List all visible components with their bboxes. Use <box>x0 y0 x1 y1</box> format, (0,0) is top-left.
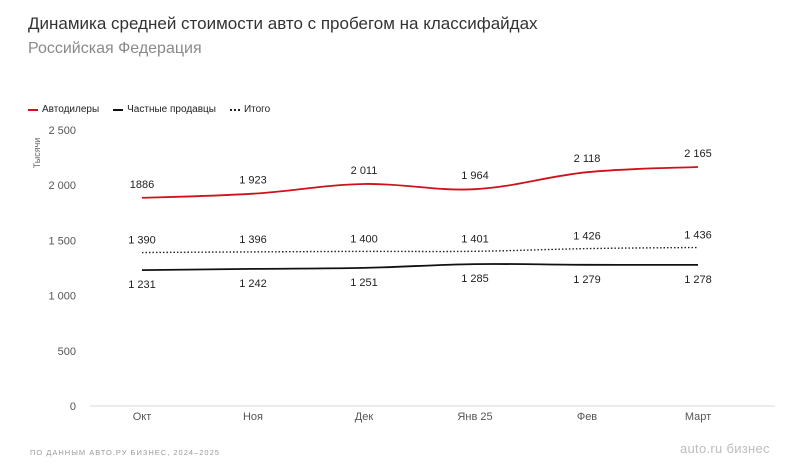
x-tick-label: Янв 25 <box>457 411 492 423</box>
chart-subtitle: Российская Федерация <box>28 40 202 57</box>
legend-swatch-total <box>229 108 240 111</box>
data-label-private: 1 251 <box>350 277 378 289</box>
data-label-private: 1 242 <box>239 278 267 290</box>
y-tick-label: 500 <box>58 346 76 358</box>
data-label-private: 1 285 <box>461 273 489 285</box>
chart-title: Динамика средней стоимости авто с пробег… <box>28 14 538 33</box>
x-tick-label: Ноя <box>243 411 263 423</box>
y-tick-label: 2 500 <box>48 125 76 137</box>
legend-item-private: Частные продавцы <box>113 104 216 115</box>
brand-logo: auto.ru бизнес <box>680 441 770 456</box>
legend-label-dealers: Автодилеры <box>42 104 100 115</box>
legend-swatch-dealers <box>28 108 38 111</box>
x-tick-label: Фев <box>577 411 597 423</box>
y-axis-label: Тысячи <box>32 138 42 169</box>
data-label-total: 1 436 <box>684 229 712 241</box>
data-label-total: 1 401 <box>461 233 489 245</box>
data-label-total: 1 426 <box>573 231 601 243</box>
data-label-dealers: 1886 <box>130 179 154 191</box>
legend-item-total: Итого <box>229 104 271 115</box>
axis-layer: 0 500 1 000 1 500 2 000 2 500 Тысячи Окт Ноя Дек Я… <box>32 125 775 423</box>
x-tick-label: Март <box>685 411 711 423</box>
series-line-dealers <box>141 166 699 199</box>
y-tick-label: 0 <box>70 401 76 413</box>
series-line-private <box>141 263 699 271</box>
series-layer <box>141 166 699 271</box>
data-label-total: 1 396 <box>239 234 267 246</box>
x-tick-label: Дек <box>355 411 374 423</box>
data-label-dealers: 1 923 <box>239 175 267 187</box>
data-label-dealers: 2 165 <box>684 148 712 160</box>
legend-label-private: Частные продавцы <box>127 104 216 115</box>
data-label-dealers: 2 011 <box>351 165 378 177</box>
data-label-private: 1 279 <box>573 274 601 286</box>
legend: Автодилеры Частные продавцы Итого <box>28 104 284 115</box>
y-tick-label: 1 000 <box>48 291 76 303</box>
data-label-dealers: 1 964 <box>461 170 489 182</box>
y-tick-label: 1 500 <box>48 235 76 247</box>
data-label-total: 1 390 <box>128 235 156 247</box>
data-label-private: 1 278 <box>684 274 712 286</box>
data-label-private: 1 231 <box>128 279 156 291</box>
legend-item-dealers: Автодилеры <box>28 104 99 115</box>
legend-swatch-private <box>113 108 124 111</box>
y-tick-label: 2 000 <box>48 180 76 192</box>
data-label-dealers: 2 118 <box>574 153 601 165</box>
x-tick-label: Окт <box>133 411 152 423</box>
source-note: ПО ДАННЫМ АВТО.РУ БИЗНЕС, 2024–2025 <box>30 448 220 457</box>
data-label-layer: 1886 1 923 2 011 1 964 2 118 2 165 1 390 1 396 1… <box>128 148 712 291</box>
series-line-total <box>141 246 699 254</box>
data-label-total: 1 400 <box>350 233 378 245</box>
legend-label-total: Итого <box>243 104 271 115</box>
